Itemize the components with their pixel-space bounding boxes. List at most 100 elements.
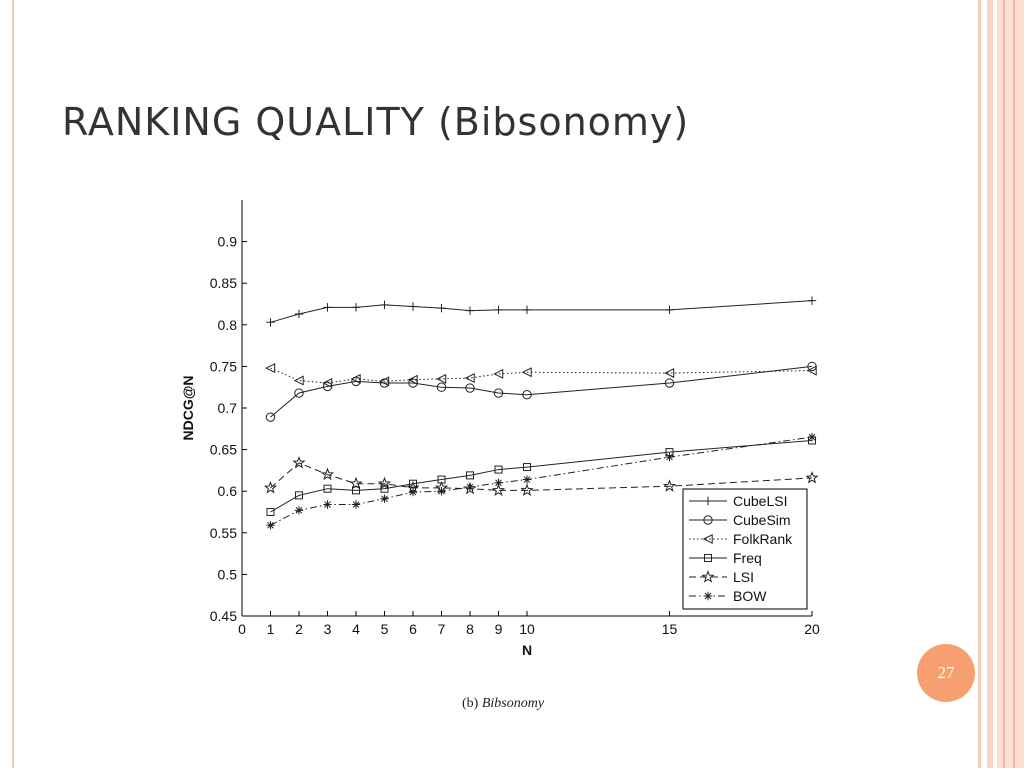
data-point-marker [665,452,674,462]
data-point-marker [494,465,503,474]
data-point-marker [436,382,447,392]
data-point-marker [465,306,475,315]
legend-item: Freq [689,550,762,566]
x-tick-label: 1 [267,621,275,637]
y-tick-label: 0.8 [218,317,238,333]
data-point-marker [323,484,332,493]
data-point-marker [494,305,503,315]
data-point-marker [349,476,363,490]
y-tick-label: 0.75 [210,358,237,374]
data-point-marker [350,373,361,384]
data-point-marker [351,303,361,312]
data-point-marker [351,500,361,509]
data-point-marker [379,376,390,387]
data-point-marker [491,483,506,496]
y-tick-label: 0.55 [210,525,237,541]
data-point-marker [295,491,303,500]
data-point-marker [805,470,819,484]
y-tick-label: 0.45 [210,608,237,624]
data-point-marker [437,487,446,496]
data-point-marker [523,463,531,472]
data-point-marker [407,374,418,385]
data-point-marker [380,300,389,310]
series-folkrank [265,363,817,389]
data-point-marker [263,480,278,494]
data-point-marker [294,388,304,398]
data-point-marker [323,500,332,509]
data-point-marker [807,296,817,305]
data-point-marker [494,478,503,488]
data-point-marker [703,591,713,601]
data-point-marker [380,494,389,503]
x-tick-label: 4 [352,621,360,637]
series-line [270,300,813,323]
legend-box [682,488,808,610]
x-tick-label: 10 [519,621,535,637]
data-point-marker [409,479,417,488]
data-point-marker [493,388,504,398]
slide-title: RANKING QUALITY (Bibsonomy) [62,100,690,144]
series-bow [266,432,817,530]
data-point-marker [464,373,475,384]
legend-item: BOW [689,588,767,604]
right-decoration-stripe [1013,0,1015,768]
x-tick-label: 20 [804,621,820,637]
data-point-marker [465,482,475,492]
series-line [270,462,813,491]
data-point-marker [701,570,715,583]
right-decoration-band [978,0,981,768]
data-point-marker [266,521,275,530]
data-point-marker [664,378,675,388]
figure-caption: (b) Bibsonomy [462,696,544,712]
y-ticks: 0.45 0.5 0.55 0.6 0.65 0.7 0.75 0.8 0.85 0.9 [210,234,247,624]
x-tick-label: 0 [238,621,246,637]
y-tick-label: 0.5 [218,566,238,582]
legend-label: LSI [733,569,754,585]
data-point-marker [702,533,713,545]
data-point-marker [493,368,504,379]
data-point-marker [320,467,335,481]
y-tick-label: 0.9 [218,234,238,250]
legend-label: FolkRank [733,531,793,547]
legend-item: LSI [689,569,754,585]
data-point-marker [265,363,276,374]
data-point-marker [294,506,304,515]
x-axis-label: N [522,642,532,658]
y-tick-label: 0.6 [218,483,238,499]
series-line [270,365,813,418]
x-tick-label: 9 [495,621,503,637]
data-point-marker [294,309,304,319]
x-tick-label: 3 [324,621,332,637]
x-tick-label: 7 [438,621,446,637]
legend-label: CubeLSI [733,493,787,509]
legend-label: BOW [733,588,767,604]
legend: CubeLSI CubeSim FolkRank Freq LSI BOW [682,488,808,610]
caption-text: Bibsonomy [481,696,545,711]
data-point-marker [806,365,817,376]
data-point-marker [322,378,333,389]
data-point-marker [522,389,532,400]
data-point-marker [466,471,474,480]
legend-item: FolkRank [689,531,793,547]
x-tick-label: 8 [466,621,474,637]
data-point-marker [807,432,817,442]
x-tick-label: 6 [409,621,417,637]
data-point-marker [522,475,532,484]
series-lsi [263,455,819,496]
legend-item: CubeSim [689,512,791,528]
data-point-marker [266,318,275,327]
data-point-marker [266,508,275,516]
right-decoration-stripe [1003,0,1005,768]
data-point-marker [323,303,332,312]
data-point-marker [408,302,418,311]
data-point-marker [292,455,306,469]
x-tick-label: 15 [662,621,678,637]
data-point-marker [664,368,675,379]
data-point-marker [437,303,446,313]
data-point-marker [704,554,712,562]
data-point-marker [522,305,532,315]
right-decoration-band [987,0,993,768]
data-point-marker [265,412,276,422]
caption-prefix: (b) [462,696,479,711]
x-ticks: 0 1 2 3 4 5 6 7 8 9 10 15 20 [238,611,820,637]
